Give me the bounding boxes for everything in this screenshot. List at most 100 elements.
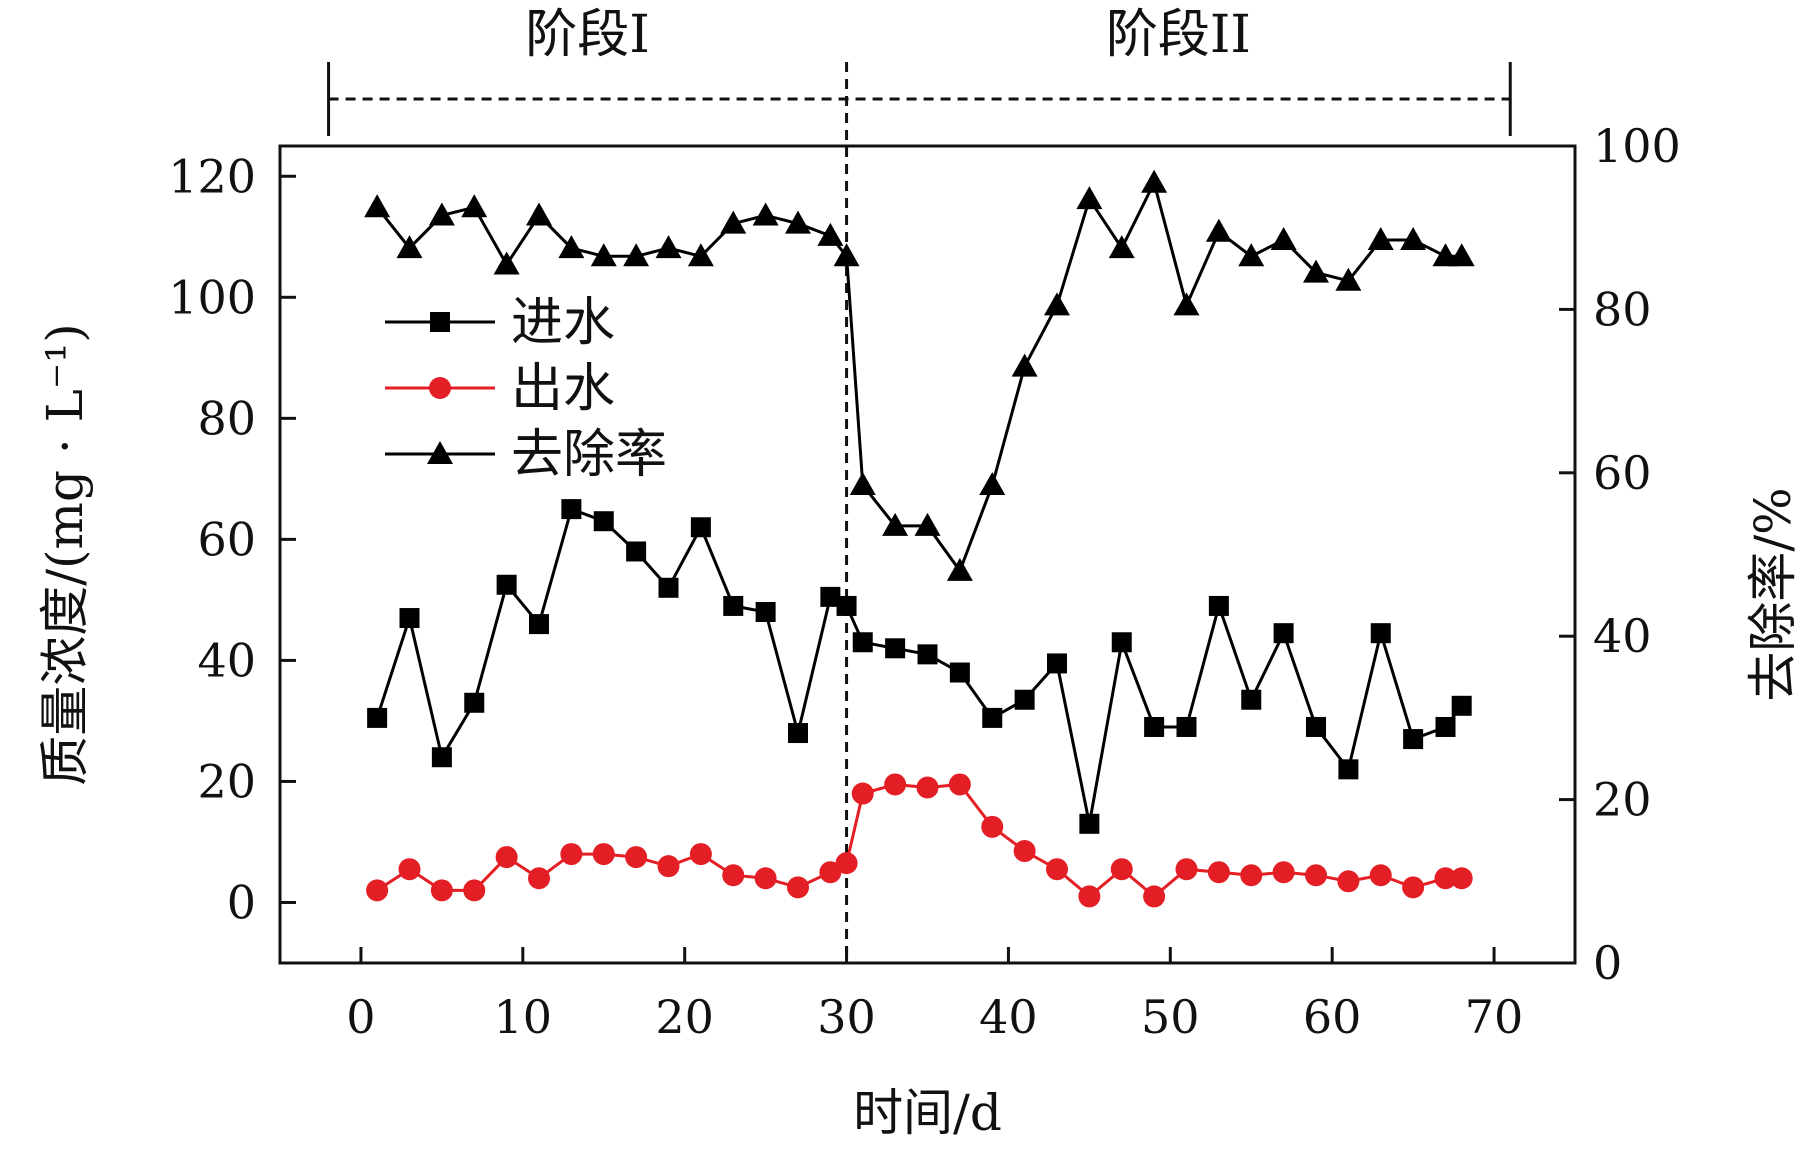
data-point [687,243,714,267]
data-point [1434,867,1457,890]
data-point [558,235,585,259]
data-point [463,879,486,902]
data-point [367,707,388,728]
data-point [593,511,614,532]
data-point [788,723,808,744]
data-point [592,843,615,866]
data-point [1305,864,1327,887]
x-tick-label: 20 [655,990,714,1044]
data-point [1076,186,1103,210]
data-point [1205,218,1232,242]
y2-tick-label: 40 [1593,609,1652,663]
data-point [851,782,874,805]
data-point [655,235,682,259]
data-point [623,243,650,267]
data-point [1337,870,1360,893]
data-point [396,235,423,259]
data-point [819,861,842,884]
data-point [1403,729,1424,750]
data-point [399,608,420,629]
data-point [366,879,389,902]
y2-tick-label: 100 [1593,119,1681,173]
legend-item-1: 进水 [385,293,615,353]
series-3 [364,169,1475,581]
data-point [755,601,776,622]
series-layer [364,169,1475,908]
data-point [836,595,857,616]
phase-annotation: 阶段I 阶段II [327,5,1512,963]
data-point [1270,226,1297,250]
data-point [1370,623,1391,644]
data-point [1241,689,1262,710]
data-point [1272,861,1295,884]
x-axis-title: 时间/d [853,1084,1002,1142]
data-point [722,864,745,887]
x-tick-label: 70 [1465,990,1524,1044]
data-point [1451,695,1472,716]
data-point [1013,840,1036,863]
data-point [1435,716,1456,737]
legend-item-3: 去除率 [385,425,667,485]
data-point [946,557,973,581]
y-tick-label: 120 [168,149,256,203]
data-point [787,876,809,899]
data-point [849,472,876,496]
x-tick-label: 0 [346,990,375,1044]
series-1 [367,499,1472,834]
data-point [1402,876,1425,899]
data-point [625,846,648,869]
data-point [1046,858,1068,881]
data-point [1044,292,1070,316]
data-point [529,614,549,635]
data-point [590,243,617,267]
y-tick-label: 20 [197,754,256,808]
data-point [658,577,679,598]
data-point [1238,243,1265,267]
data-point [430,879,453,902]
data-point [1144,716,1165,737]
series-line [375,507,1463,825]
data-point [723,595,744,616]
data-point [949,662,970,683]
data-point [914,512,941,536]
data-point [1108,235,1135,259]
data-point [461,194,488,218]
legend-marker [427,441,453,464]
data-point [560,843,583,866]
x-tick-label: 30 [817,990,876,1044]
y-tick-label: 100 [168,270,256,324]
data-point [979,472,1006,496]
legend-marker [429,377,451,399]
data-point [752,202,779,226]
y-tick-label: 60 [197,512,256,566]
data-point [1448,243,1475,267]
y-tick-label: 80 [197,391,256,445]
data-point [982,707,1003,728]
data-point [981,815,1004,838]
data-point [754,867,777,890]
data-point [1111,632,1132,653]
legend-label: 出水 [511,359,615,419]
data-point [835,852,858,875]
data-point [1173,292,1200,316]
data-point [885,638,906,659]
y2-tick-label: 0 [1593,936,1622,990]
data-point [1141,169,1168,193]
y-axis-title: 质量浓度/(mg · L⁻¹) [36,323,94,786]
plot-frame [278,144,1577,965]
data-point [526,202,552,226]
data-point [1240,864,1263,887]
series-2 [366,773,1473,908]
data-point [626,541,647,562]
data-point [1047,653,1067,674]
x-tick-label: 40 [979,990,1038,1044]
data-point [1078,885,1101,908]
data-point [561,499,582,520]
legend-item-2: 出水 [385,359,615,419]
data-point [1110,858,1133,881]
data-point [1011,353,1038,377]
x-tick-label: 10 [494,990,553,1044]
data-point [852,632,873,653]
